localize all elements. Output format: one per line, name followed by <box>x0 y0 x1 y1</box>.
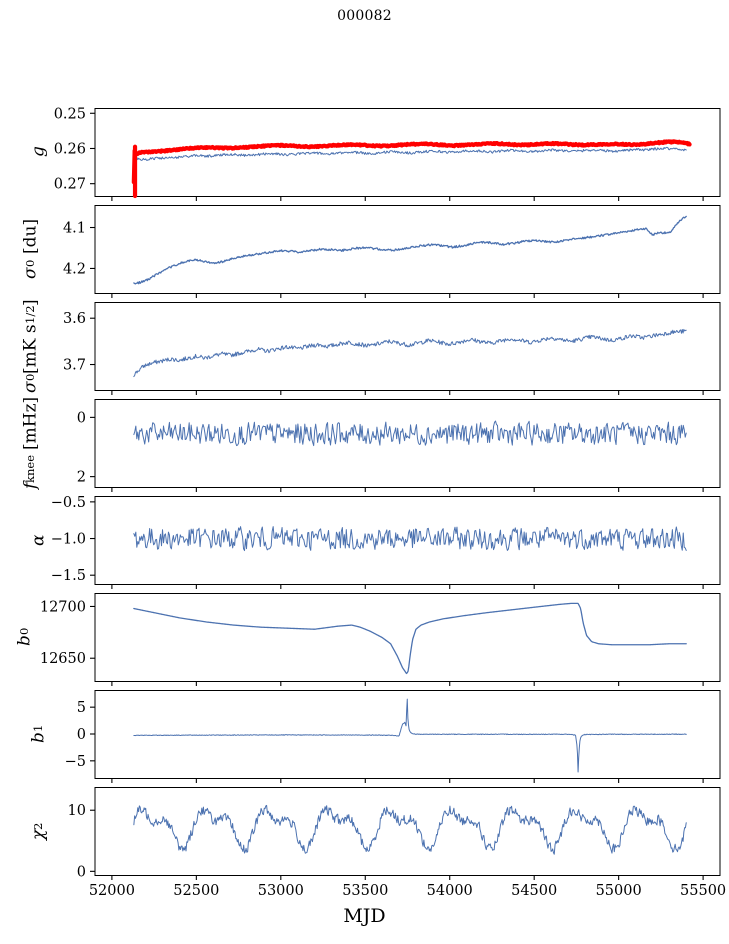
plot-panel-4: 0 2 f knee [mHz] <box>0 397 729 492</box>
y-tick-label: 4.2 <box>63 261 86 277</box>
x-tick-label: 53000 <box>258 883 304 899</box>
series-line-g-blue <box>133 146 687 161</box>
plot-panel-1: 0.25 0.26 0.27 g <box>0 106 729 201</box>
y-tick-label: 0.26 <box>54 141 86 157</box>
y-axis-label-3: σ 0 [mK s 1/2] <box>20 299 41 393</box>
y-tick-label: 0 <box>77 727 86 743</box>
x-tick-label: 52500 <box>173 883 219 899</box>
x-tick-label: 53500 <box>342 883 388 899</box>
plot-panel-2: 4.1 4.2 σ 0 [du] <box>0 205 729 298</box>
series-line-chi2 <box>133 804 687 855</box>
y-tick-label: 3.7 <box>63 358 86 374</box>
panel-frame <box>94 787 721 876</box>
y-tick-label: 0 <box>77 410 86 426</box>
y-tick-label: −1.0 <box>51 532 86 548</box>
y-tick-label: 12650 <box>40 651 86 667</box>
plot-panel-3: 3.6 3.7 σ 0 [mK s 1/2] <box>0 299 729 395</box>
figure-title: 000082 <box>337 8 392 24</box>
series-line-sigma0-du <box>133 215 687 285</box>
series-line-b0 <box>133 602 687 675</box>
panel-frame <box>94 205 721 294</box>
x-axis-label: MJD <box>343 905 386 927</box>
x-tick-label: 52000 <box>89 883 135 899</box>
y-tick-label: 0 <box>77 864 86 880</box>
panel-svg-5: −0.5 −1.0 −1.5 <box>51 495 721 589</box>
series-line-alpha <box>133 526 687 552</box>
panel-frame <box>94 593 721 682</box>
x-tick-label: 54000 <box>427 883 473 899</box>
plot-panel-6: 12700 12650 b 0 <box>0 593 729 686</box>
y-tick-label: 12700 <box>40 599 86 615</box>
plot-panel-7: 5 0 −5 b 1 <box>0 690 729 783</box>
x-tick-label: 55500 <box>680 883 726 899</box>
y-tick-label: −5 <box>65 754 86 770</box>
panel-svg-3: 3.6 3.7 <box>63 302 721 395</box>
panel-svg-2: 4.1 4.2 <box>63 205 721 298</box>
x-tick-label: 55000 <box>596 883 642 899</box>
series-line-g-red <box>131 139 692 185</box>
series-line-sigma0-mK <box>133 328 687 378</box>
y-axis-label-5: α <box>28 534 49 546</box>
y-tick-label: −1.5 <box>51 568 86 584</box>
panel-svg-4: 02 <box>77 399 721 492</box>
panel-frame <box>94 399 721 488</box>
panel-svg-6: 12700 12650 <box>40 593 721 686</box>
y-tick-label: 0.25 <box>54 106 86 122</box>
x-tick-label: 54500 <box>511 883 557 899</box>
y-axis-label-4: f knee [mHz] <box>20 396 41 490</box>
panel-svg-7: 5 0 −5 <box>65 690 721 783</box>
series-line-f-knee <box>133 420 687 447</box>
plot-panel-5: −0.5 −1.0 −1.5 α <box>0 495 729 589</box>
plot-panel-8: 10 0 52000 52500 53000 53500 54000 54500 55000 55… <box>0 787 729 899</box>
y-tick-label: 10 <box>68 803 86 819</box>
y-tick-label: 4.1 <box>63 221 86 237</box>
y-tick-label: −0.5 <box>51 495 86 511</box>
y-axis-label-1: g <box>28 146 49 158</box>
y-tick-label: 3.6 <box>63 311 86 327</box>
y-tick-label: 5 <box>77 700 86 716</box>
panel-svg-1: 0.25 0.26 0.27 <box>54 106 721 201</box>
y-tick-label: 0.27 <box>54 177 86 193</box>
y-tick-label: 2 <box>77 470 86 486</box>
series-line-b1 <box>133 698 687 773</box>
